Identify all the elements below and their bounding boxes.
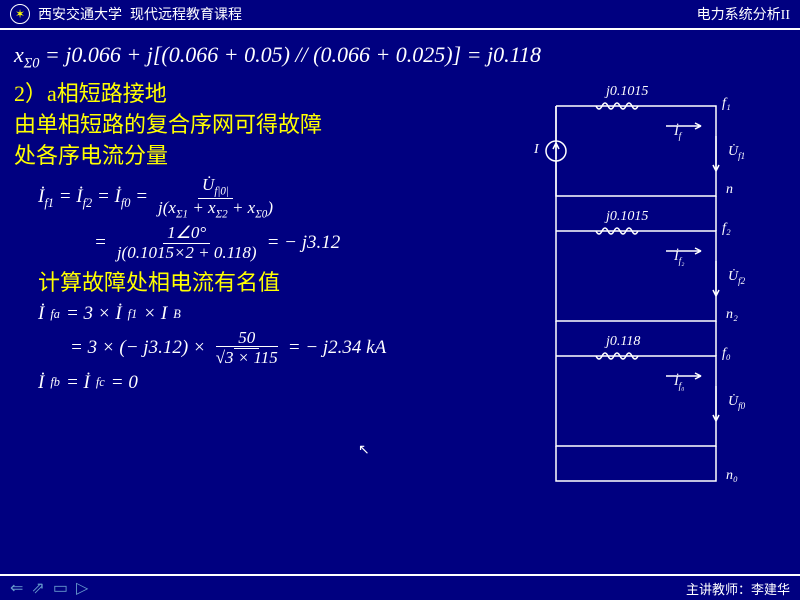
z3-label: j0.118 — [606, 334, 640, 350]
stop-icon[interactable]: ▭ — [53, 578, 68, 598]
slide-content: xΣ0 = j0.066 + j[(0.066 + 0.05) // (0.06… — [0, 30, 800, 574]
university-logo: ✶ — [10, 4, 30, 24]
equation-xsigma0: xΣ0 = j0.066 + j[(0.066 + 0.05) // (0.06… — [14, 42, 786, 72]
sequence-network-diagram: j0.1015 f₁ İf U̇f1 n I j0.1015 f₂ İf₂ U̇… — [536, 86, 786, 496]
i-source-label: I — [534, 142, 539, 158]
nav-icons: ⇐ ⇗ ▭ ▷ — [10, 578, 88, 598]
z1-label: j0.1015 — [606, 84, 648, 100]
if2-label: İf₂ — [674, 249, 684, 266]
f1-label: f₁ — [722, 96, 731, 112]
course-name: 电力系统分析II — [697, 4, 790, 24]
university-name: 西安交通大学 — [38, 4, 122, 24]
course-type: 现代远程教育课程 — [130, 4, 242, 24]
mouse-cursor-icon: ↖ — [358, 442, 370, 459]
header-left: ✶ 西安交通大学 现代远程教育课程 — [10, 4, 242, 24]
f2-label: f₂ — [722, 221, 731, 237]
prev-icon[interactable]: ⇐ — [10, 578, 23, 598]
f0-label: f₀ — [722, 346, 731, 362]
n2-label: n₂ — [726, 307, 738, 323]
footer: ⇐ ⇗ ▭ ▷ 主讲教师：李建华 — [0, 574, 800, 600]
header: ✶ 西安交通大学 现代远程教育课程 电力系统分析II — [0, 0, 800, 30]
if0-label: İf₀ — [674, 374, 684, 391]
uf1-label: U̇f1 — [728, 144, 745, 161]
uf2-label: U̇f2 — [728, 269, 745, 286]
circuit-svg — [536, 86, 786, 506]
next-icon[interactable]: ⇗ — [31, 578, 44, 598]
uf0-label: U̇f0 — [728, 394, 745, 411]
n0-label: n₀ — [726, 468, 738, 484]
play-icon[interactable]: ▷ — [76, 578, 88, 598]
teacher-label: 主讲教师：李建华 — [686, 579, 790, 598]
z2-label: j0.1015 — [606, 209, 648, 225]
n-label: n — [726, 182, 733, 198]
if1-label: İf — [674, 124, 681, 141]
